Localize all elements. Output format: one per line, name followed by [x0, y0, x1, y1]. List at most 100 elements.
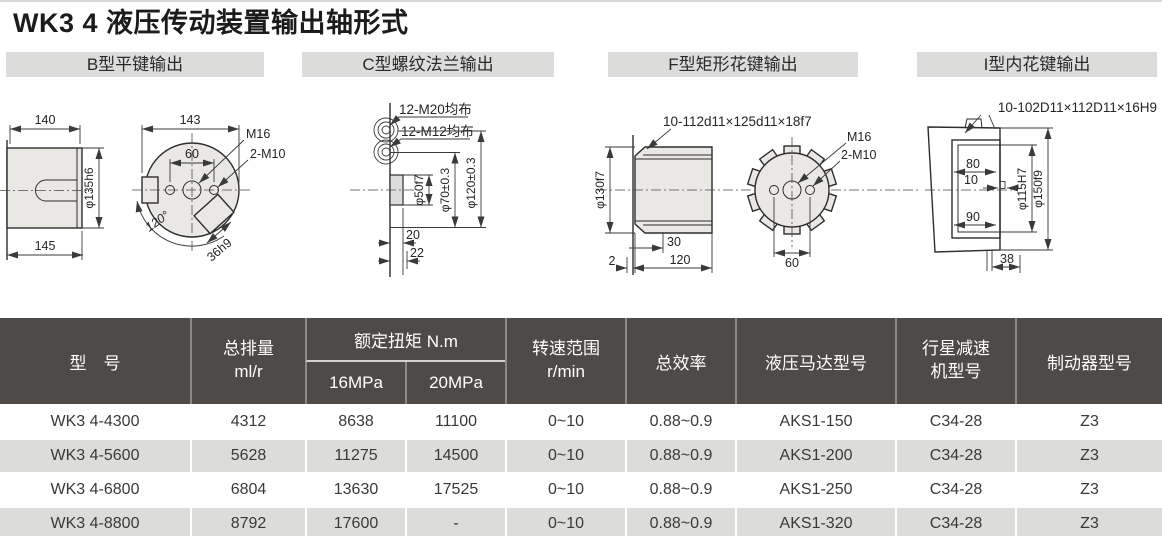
- col-header-reducer: 行星减速 机型号: [895, 318, 1016, 404]
- table-row: WK3 4-5600 5628 11275 14500 0~10 0.88~0.…: [0, 438, 1162, 472]
- dim-label-dia135: φ135h6: [82, 167, 96, 208]
- dim-label-90: 90: [966, 210, 980, 224]
- dim-label-dia70: φ70±0.3: [438, 167, 452, 212]
- f-side-view: φ130f7 10-112d11×125d11×18f7 30 2 120: [593, 114, 920, 275]
- dim-label-145: 145: [35, 239, 56, 253]
- table-cell: C34-28: [895, 506, 1016, 536]
- table-cell: 0~10: [505, 404, 626, 438]
- c-section-view: 12-M20均布 12-M12均布 φ50f7 φ70±0.3 φ120±0.3…: [350, 102, 486, 277]
- drawing-f-type: φ130f7 10-112d11×125d11×18f7 30 2 120: [593, 114, 920, 275]
- dim-label-120: 120: [670, 253, 691, 267]
- drawing-b-type: 140 145 φ135h6 143 60: [0, 113, 285, 264]
- section-header-i-type: I型内花键输出: [917, 52, 1157, 77]
- dim-label-140: 140: [35, 113, 56, 127]
- table-cell: WK3 4-6800: [0, 472, 190, 506]
- f-end-view: M16 2-M10 60: [746, 130, 876, 270]
- dim-label-dia120: φ120±0.3: [464, 157, 478, 208]
- table-cell: C34-28: [895, 438, 1016, 472]
- col-header-torque-group: 额定扭矩 N.m: [305, 318, 506, 362]
- table-cell: 11100: [405, 404, 506, 438]
- col-header-16mpa: 16MPa: [305, 362, 405, 404]
- key-label-36h9: 36h9: [204, 236, 234, 265]
- table-cell: C34-28: [895, 472, 1016, 506]
- flange-label-12m20: 12-M20均布: [399, 102, 472, 117]
- dim-label-143: 143: [180, 113, 201, 127]
- dim-label-22: 22: [410, 246, 424, 260]
- section-header-b-type: B型平键输出: [6, 52, 264, 77]
- top-border: [0, 0, 1162, 2]
- thread-label-2m10-f: 2-M10: [841, 148, 876, 162]
- dim-label-80: 80: [966, 157, 980, 171]
- spline-label-f: 10-112d11×125d11×18f7: [663, 114, 812, 129]
- table-cell: -: [405, 506, 506, 536]
- dim-label-dia150: φ150f9: [1031, 170, 1045, 208]
- drawing-c-type: 12-M20均布 12-M12均布 φ50f7 φ70±0.3 φ120±0.3…: [350, 102, 486, 277]
- page-title: WK3 4 液压传动装置输出轴形式: [13, 8, 409, 38]
- table-cell: 0.88~0.9: [625, 438, 736, 472]
- spline-label-i: 10-102D11×112D11×16H9: [998, 100, 1157, 115]
- b-side-view: 140 145 φ135h6: [0, 113, 104, 260]
- thread-label-2m10: 2-M10: [250, 147, 285, 161]
- table-cell: 0~10: [505, 438, 626, 472]
- col-header-20mpa: 20MPa: [405, 362, 506, 404]
- col-header-speed: 转速范围 r/min: [505, 318, 626, 404]
- i-section-view: 10-102D11×112D11×16H9 80 10 90 φ115H7 φ1…: [925, 100, 1157, 273]
- table-cell: 13630: [305, 472, 405, 506]
- section-header-c-type: C型螺纹法兰输出: [302, 52, 554, 77]
- thread-label-m16-f: M16: [847, 130, 871, 144]
- flange-label-12m12: 12-M12均布: [401, 124, 474, 139]
- dim-label-dia115: φ115H7: [1015, 168, 1029, 211]
- table-cell: AKS1-320: [735, 506, 896, 536]
- table-cell: 0~10: [505, 472, 626, 506]
- table-row: WK3 4-8800 8792 17600 - 0~10 0.88~0.9 AK…: [0, 506, 1162, 536]
- thread-label-m16: M16: [246, 127, 270, 141]
- table-cell: Z3: [1015, 472, 1162, 506]
- table-cell: Z3: [1015, 404, 1162, 438]
- c-bolt-circles: [373, 117, 399, 165]
- table-cell: Z3: [1015, 438, 1162, 472]
- dim-label-60: 60: [185, 147, 199, 161]
- drawing-i-type: 10-102D11×112D11×16H9 80 10 90 φ115H7 φ1…: [925, 100, 1157, 273]
- table-cell: C34-28: [895, 404, 1016, 438]
- dim-label-2: 2: [609, 254, 616, 268]
- table-cell: 0~10: [505, 506, 626, 536]
- dim-label-dia50: φ50f7: [412, 174, 426, 205]
- table-cell: WK3 4-8800: [0, 506, 190, 536]
- col-header-brake: 制动器型号: [1015, 318, 1162, 404]
- dim-label-10: 10: [964, 173, 978, 187]
- table-cell: Z3: [1015, 506, 1162, 536]
- table-cell: 17600: [305, 506, 405, 536]
- table-cell: 0.88~0.9: [625, 506, 736, 536]
- b-end-view: 143 60 M16 2-M10 120° 36h9: [132, 113, 285, 264]
- col-header-displacement: 总排量 ml/r: [190, 318, 305, 404]
- dim-label-60-f: 60: [785, 256, 799, 270]
- table-cell: 0.88~0.9: [625, 472, 736, 506]
- col-header-model: 型 号: [0, 318, 190, 404]
- col-header-efficiency: 总效率: [625, 318, 736, 404]
- table-cell: 8638: [305, 404, 405, 438]
- table-cell: AKS1-150: [735, 404, 896, 438]
- dim-label-20: 20: [406, 228, 420, 242]
- table-row: WK3 4-6800 6804 13630 17525 0~10 0.88~0.…: [0, 472, 1162, 506]
- dim-label-38: 38: [1000, 252, 1014, 266]
- table-cell: 4312: [190, 404, 305, 438]
- table-cell: WK3 4-4300: [0, 404, 190, 438]
- section-header-f-type: F型矩形花键输出: [608, 52, 858, 77]
- spec-table: 型 号 总排量 ml/r 额定扭矩 N.m 转速范围 r/min 总效率 液压马…: [0, 318, 1162, 536]
- table-cell: 8792: [190, 506, 305, 536]
- dim-label-dia130: φ130f7: [593, 171, 607, 209]
- table-cell: 6804: [190, 472, 305, 506]
- table-cell: 5628: [190, 438, 305, 472]
- dim-label-30: 30: [667, 235, 681, 249]
- col-header-motor: 液压马达型号: [735, 318, 896, 404]
- table-row: WK3 4-4300 4312 8638 11100 0~10 0.88~0.9…: [0, 404, 1162, 438]
- table-header: 型 号 总排量 ml/r 额定扭矩 N.m 转速范围 r/min 总效率 液压马…: [0, 318, 1162, 404]
- table-cell: 14500: [405, 438, 506, 472]
- table-body: WK3 4-4300 4312 8638 11100 0~10 0.88~0.9…: [0, 404, 1162, 536]
- table-cell: 17525: [405, 472, 506, 506]
- table-cell: 0.88~0.9: [625, 404, 736, 438]
- table-cell: 11275: [305, 438, 405, 472]
- table-cell: AKS1-250: [735, 472, 896, 506]
- table-cell: WK3 4-5600: [0, 438, 190, 472]
